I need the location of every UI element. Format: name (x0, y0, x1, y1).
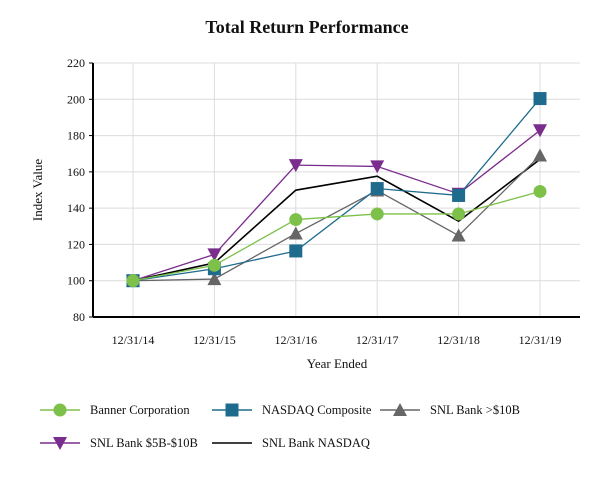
axes: 80 100 120 140 160 180 200 220 12/31/14 12/31/15 1… (67, 56, 580, 347)
data-point (288, 226, 303, 240)
y-tick-label: 120 (67, 237, 85, 251)
legend-item: SNL Bank NASDAQ (212, 436, 370, 450)
series-line (132, 155, 541, 282)
series-line (132, 158, 541, 282)
legend-item: SNL Bank $5B-$10B (40, 436, 198, 450)
legend-item: NASDAQ Composite (212, 403, 372, 417)
legend-marker (393, 403, 407, 416)
data-point (533, 92, 547, 106)
series-line (132, 98, 541, 282)
y-axis-label: Index Value (30, 159, 45, 221)
data-point (207, 248, 222, 262)
chart-title: Total Return Performance (205, 17, 408, 37)
x-tick-label: 12/31/19 (519, 333, 562, 347)
x-tick-label: 12/31/16 (274, 333, 317, 347)
y-tick-label: 100 (67, 274, 85, 288)
x-tick-label: 12/31/15 (193, 333, 236, 347)
series-line (132, 190, 541, 282)
legend-marker (225, 403, 239, 417)
series-snl-bank-10b (126, 148, 547, 287)
data-point (370, 160, 385, 174)
data-point (451, 228, 466, 242)
legend-label: NASDAQ Composite (262, 403, 372, 417)
y-tick-label: 140 (67, 201, 85, 215)
legend: Banner Corporation NASDAQ Composite SNL Ba… (40, 403, 520, 450)
series-snl-bank-5b-10b (126, 124, 547, 288)
data-point (126, 274, 140, 288)
y-tick-label: 160 (67, 165, 85, 179)
series-group (126, 92, 547, 288)
legend-item: Banner Corporation (40, 403, 190, 417)
data-point (288, 159, 303, 173)
y-tick-label: 80 (73, 310, 85, 324)
legend-label: SNL Bank $5B-$10B (90, 436, 198, 450)
data-point (289, 213, 303, 227)
legend-label: Banner Corporation (90, 403, 190, 417)
legend-label: SNL Bank >$10B (430, 403, 520, 417)
data-point (533, 124, 547, 138)
data-point (370, 207, 384, 221)
y-tick-label: 220 (67, 56, 85, 70)
legend-marker (53, 403, 67, 417)
series-nasdaq-composite (126, 92, 547, 288)
x-axis-label: Year Ended (307, 356, 368, 371)
data-point (533, 184, 547, 198)
legend-item: SNL Bank >$10B (380, 403, 520, 417)
grid (93, 62, 580, 317)
x-tick-label: 12/31/14 (112, 333, 155, 347)
data-point (533, 148, 547, 162)
x-tick-label: 12/31/18 (437, 333, 480, 347)
legend-marker (53, 437, 67, 450)
series-banner-corporation (126, 184, 547, 288)
data-point (452, 207, 466, 221)
data-point (207, 258, 221, 272)
y-tick-label: 180 (67, 129, 85, 143)
data-point (289, 244, 303, 258)
series-snl-bank-nasdaq (132, 158, 541, 282)
data-point (370, 182, 384, 196)
data-point (452, 188, 466, 202)
x-tick-label: 12/31/17 (356, 333, 399, 347)
data-point (207, 272, 222, 286)
legend-label: SNL Bank NASDAQ (262, 436, 370, 450)
series-line (132, 129, 541, 282)
y-tick-label: 200 (67, 92, 85, 106)
